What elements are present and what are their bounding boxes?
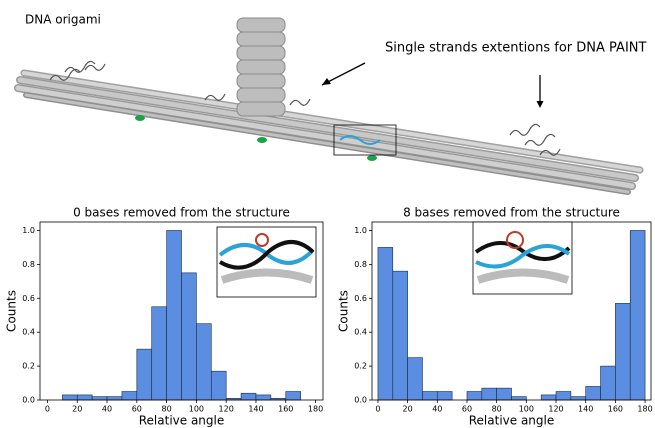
- y-tick-label: 1.0: [354, 226, 367, 235]
- bar: [240, 392, 257, 401]
- figure-title: DNA origami: [25, 13, 101, 27]
- x-tick-label: 0: [375, 405, 380, 414]
- chart: 0 20 40 60 80 100 120 140 160 180 0.0 0.2 0.4 0.6 0.8 1…: [337, 206, 653, 428]
- bar: [285, 391, 301, 401]
- bar: [151, 306, 167, 401]
- chart-title: 0 bases removed from the structure: [73, 206, 290, 220]
- y-tick-label: 0.4: [354, 328, 367, 337]
- bar: [466, 391, 483, 401]
- x-tick-label: 100: [189, 405, 204, 414]
- x-tick-label: 60: [462, 405, 472, 414]
- bar: [540, 394, 557, 401]
- plot-frame: [39, 221, 324, 401]
- bar: [76, 394, 93, 401]
- annotation: Single strands extentions for DNA PAINT: [385, 41, 647, 56]
- y-tick-label: 0.2: [354, 362, 367, 371]
- x-tick-label: 80: [162, 405, 172, 414]
- bar: [422, 391, 438, 401]
- bar: [62, 394, 78, 401]
- y-axis-label: Counts: [5, 290, 19, 332]
- bar: [106, 396, 123, 401]
- x-tick-label: 0: [45, 405, 50, 414]
- x-tick-label: 160: [278, 405, 293, 414]
- bar: [255, 394, 272, 401]
- y-tick-label: 0.6: [22, 294, 35, 303]
- inset-2: [472, 221, 573, 295]
- x-tick-label: 180: [308, 405, 323, 414]
- x-tick-label: 40: [432, 405, 442, 414]
- bar: [392, 270, 408, 401]
- bar: [196, 323, 212, 401]
- y-tick-label: 0.8: [22, 260, 35, 269]
- y-tick-label: 0.2: [22, 362, 35, 371]
- y-tick-label: 0.0: [354, 396, 367, 405]
- y-tick-label: 0.6: [354, 294, 367, 303]
- bar: [555, 391, 572, 401]
- bar: [210, 370, 227, 401]
- x-tick-label: 120: [548, 405, 563, 414]
- y-axis-label: Counts: [337, 290, 351, 332]
- bar: [496, 387, 512, 401]
- inset-1: [216, 226, 317, 298]
- origami-illustration: [14, 17, 644, 195]
- bar: [481, 387, 497, 401]
- x-tick-label: 80: [492, 405, 502, 414]
- bar: [91, 396, 108, 401]
- bar: [615, 303, 631, 401]
- bar: [166, 230, 182, 401]
- x-axis-label: Relative angle: [139, 414, 225, 428]
- x-axis-label: Relative angle: [469, 414, 555, 428]
- bar: [570, 396, 587, 401]
- bar: [407, 357, 423, 401]
- y-tick-label: 0.8: [354, 260, 367, 269]
- chart-title: 8 bases removed from the structure: [403, 206, 620, 220]
- y-tick-label: 0.4: [22, 328, 35, 337]
- x-tick-label: 20: [403, 405, 413, 414]
- bar: [136, 348, 153, 401]
- x-tick-label: 140: [578, 405, 593, 414]
- x-tick-label: 20: [72, 405, 82, 414]
- chart: 0 20 40 60 80 100 120 140 160 180 0.0 0.2 0.4 0.6 0.8 1…: [5, 206, 324, 428]
- bar: [600, 365, 616, 401]
- x-tick-label: 40: [102, 405, 112, 414]
- x-tick-label: 180: [637, 405, 652, 414]
- x-tick-label: 140: [248, 405, 263, 414]
- x-tick-label: 160: [608, 405, 623, 414]
- bar: [181, 272, 197, 401]
- bar: [121, 391, 138, 401]
- bar: [511, 396, 527, 401]
- x-tick-label: 100: [519, 405, 534, 414]
- bar: [436, 391, 453, 401]
- bar: [629, 230, 646, 401]
- bar: [585, 386, 601, 401]
- x-tick-label: 60: [132, 405, 142, 414]
- y-tick-label: 1.0: [22, 226, 35, 235]
- bar: [377, 247, 394, 401]
- y-tick-label: 0.0: [22, 396, 35, 405]
- x-tick-label: 120: [219, 405, 234, 414]
